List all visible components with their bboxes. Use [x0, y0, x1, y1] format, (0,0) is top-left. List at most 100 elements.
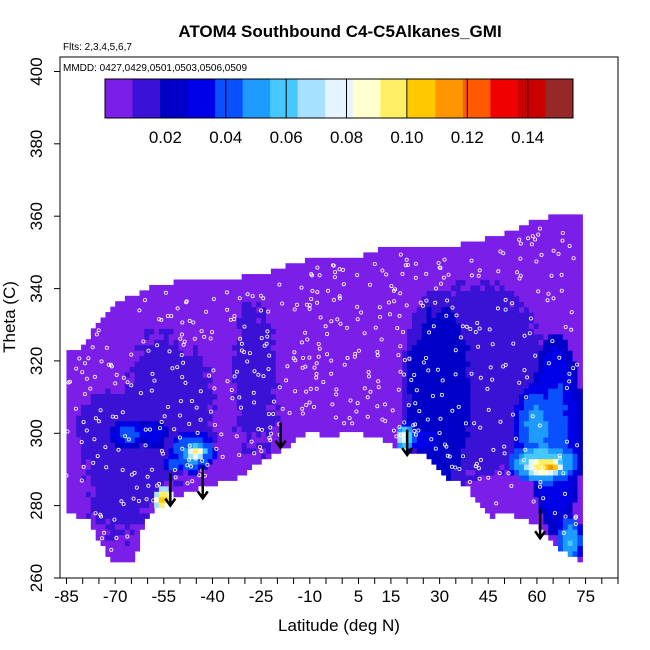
heatmap-cell: [168, 301, 175, 308]
heatmap-cell: [95, 496, 102, 503]
heatmap-cell: [266, 295, 272, 302]
heatmap-cell: [163, 409, 170, 416]
sample-point: [123, 434, 128, 439]
heatmap-cell: [567, 415, 574, 422]
heatmap-cell: [227, 426, 233, 433]
heatmap-cell: [183, 409, 189, 416]
sample-point: [239, 341, 244, 346]
heatmap-cell: [446, 377, 452, 384]
heatmap-cell: [256, 388, 262, 395]
heatmap-cell: [514, 290, 520, 297]
heatmap-cell: [543, 491, 549, 498]
heatmap-cell: [158, 371, 165, 378]
sample-point: [575, 362, 580, 367]
heatmap-cell: [217, 312, 223, 319]
heatmap-cell: [475, 295, 481, 302]
heatmap-cell: [494, 404, 501, 411]
sample-point: [285, 364, 290, 369]
heatmap-cell: [509, 274, 515, 281]
heatmap-cell: [163, 322, 170, 329]
heatmap-cell: [324, 339, 330, 346]
heatmap-cell: [523, 393, 530, 400]
heatmap-cell: [455, 312, 462, 319]
heatmap-cell: [523, 317, 530, 324]
heatmap-cell: [426, 295, 433, 302]
heatmap-cell: [95, 322, 102, 329]
heatmap-cell: [382, 366, 389, 373]
heatmap-cell: [129, 377, 136, 384]
heatmap-cell: [178, 398, 184, 405]
sample-point: [389, 284, 394, 289]
heatmap-cell: [373, 377, 379, 384]
heatmap-cell: [523, 474, 530, 481]
sample-point: [96, 419, 101, 424]
heatmap-cell: [256, 436, 262, 443]
heatmap-cell: [373, 431, 379, 438]
heatmap-cell: [290, 284, 296, 291]
heatmap-cell: [134, 474, 141, 481]
sample-point: [405, 262, 410, 267]
heatmap-cell: [484, 312, 491, 319]
heatmap-cell: [572, 306, 579, 313]
heatmap-cell: [465, 458, 471, 465]
heatmap-cell: [154, 301, 160, 308]
heatmap-cell: [309, 328, 316, 335]
heatmap-cell: [519, 355, 525, 362]
heatmap-cell: [421, 333, 428, 340]
heatmap-cell: [397, 366, 403, 373]
heatmap-cell: [251, 442, 257, 449]
sample-point: [478, 425, 483, 430]
sample-point: [517, 237, 522, 242]
heatmap-cell: [300, 388, 306, 395]
heatmap-cell: [241, 339, 248, 346]
heatmap-cell: [523, 284, 530, 291]
heatmap-cell: [188, 464, 194, 471]
colorbar-swatch: [132, 79, 161, 118]
heatmap-cell: [504, 355, 510, 362]
sample-point: [172, 427, 177, 432]
heatmap-cell: [484, 474, 491, 481]
heatmap-cell: [480, 279, 486, 286]
heatmap-cell: [334, 360, 340, 367]
heatmap-cell: [212, 317, 218, 324]
heatmap-cell: [231, 295, 238, 302]
heatmap-cell: [329, 317, 335, 324]
heatmap-cell: [241, 360, 248, 367]
heatmap-cell: [227, 447, 233, 454]
heatmap-cell: [120, 474, 126, 481]
heatmap-cell: [514, 404, 520, 411]
heatmap-cell: [173, 317, 180, 324]
heatmap-cell: [227, 393, 233, 400]
heatmap-cell: [446, 409, 452, 416]
heatmap-cell: [353, 333, 360, 340]
heatmap-cell: [519, 496, 525, 503]
heatmap-cell: [387, 322, 394, 329]
heatmap-cell: [460, 398, 467, 405]
heatmap-cell: [426, 388, 433, 395]
heatmap-cell: [139, 523, 145, 530]
heatmap-cell: [426, 436, 433, 443]
sample-point: [259, 336, 264, 341]
heatmap-cell: [241, 431, 248, 438]
heatmap-cell: [514, 322, 520, 329]
heatmap-cell: [256, 344, 262, 351]
heatmap-cell: [343, 355, 350, 362]
heatmap-cell: [110, 333, 116, 340]
heatmap-cell: [553, 333, 559, 340]
heatmap-cell: [538, 322, 544, 329]
heatmap-cell: [562, 540, 569, 547]
heatmap-cell: [465, 436, 471, 443]
heatmap-cell: [197, 295, 204, 302]
heatmap-cell: [270, 328, 277, 335]
heatmap-cell: [115, 409, 121, 416]
heatmap-cell: [168, 371, 175, 378]
heatmap-cell: [504, 366, 510, 373]
heatmap-cell: [168, 415, 175, 422]
heatmap-cell: [484, 447, 491, 454]
heatmap-cell: [183, 420, 189, 427]
sample-point: [559, 288, 564, 293]
colorbar-tick-label: 0.14: [511, 128, 544, 147]
sample-point: [86, 356, 91, 361]
heatmap-cell: [173, 350, 180, 357]
heatmap-cell: [207, 404, 214, 411]
